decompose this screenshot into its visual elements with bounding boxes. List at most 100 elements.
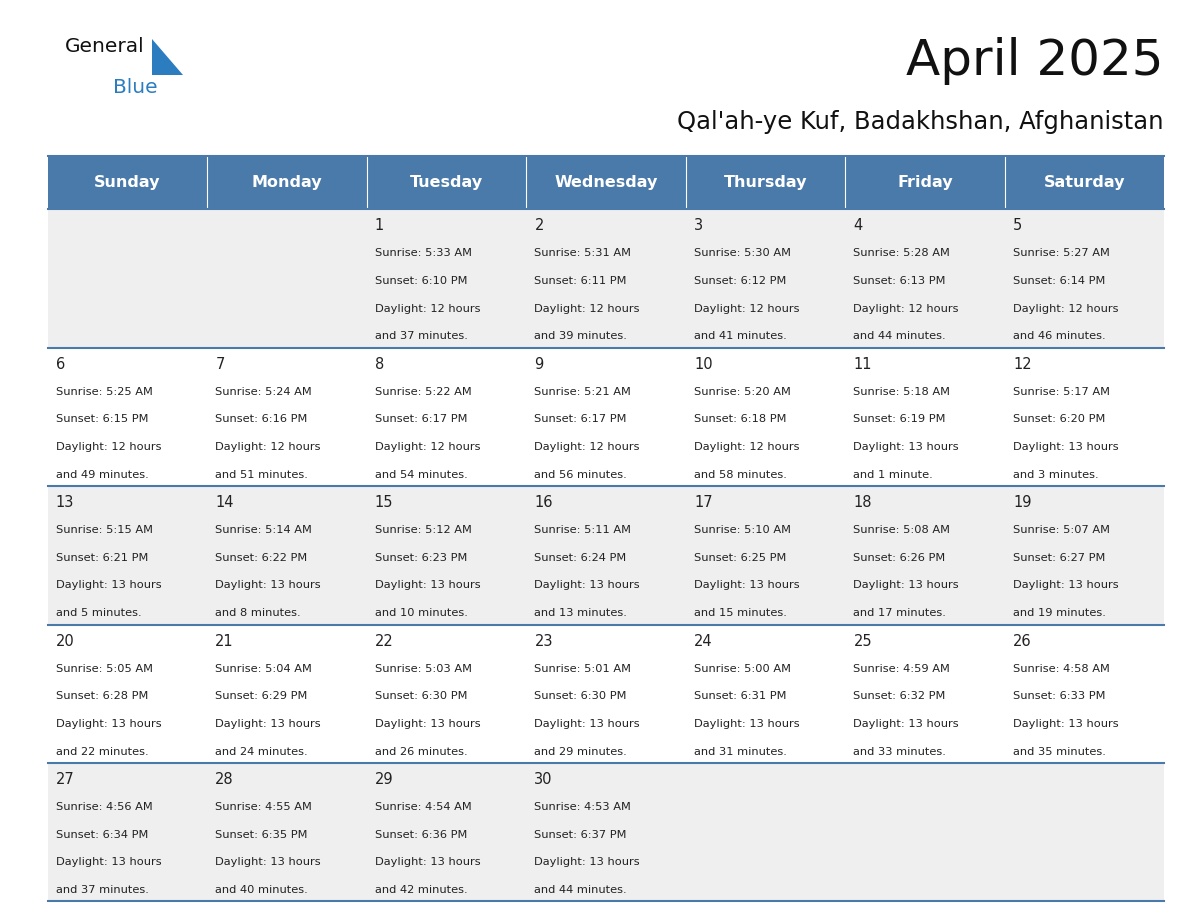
Text: Sunrise: 5:21 AM: Sunrise: 5:21 AM: [535, 386, 631, 397]
Text: Sunset: 6:34 PM: Sunset: 6:34 PM: [56, 830, 148, 840]
Text: Sunset: 6:17 PM: Sunset: 6:17 PM: [375, 414, 467, 424]
Text: Daylight: 12 hours: Daylight: 12 hours: [375, 304, 480, 314]
Text: Sunrise: 5:07 AM: Sunrise: 5:07 AM: [1013, 525, 1110, 535]
Text: Daylight: 13 hours: Daylight: 13 hours: [215, 857, 321, 868]
Text: and 58 minutes.: and 58 minutes.: [694, 470, 786, 480]
FancyBboxPatch shape: [48, 156, 207, 209]
Text: Sunset: 6:36 PM: Sunset: 6:36 PM: [375, 830, 467, 840]
Text: Sunset: 6:10 PM: Sunset: 6:10 PM: [375, 276, 467, 285]
Text: Daylight: 12 hours: Daylight: 12 hours: [375, 442, 480, 452]
Text: Sunset: 6:27 PM: Sunset: 6:27 PM: [1013, 553, 1105, 563]
Text: 29: 29: [375, 772, 393, 788]
Text: and 39 minutes.: and 39 minutes.: [535, 331, 627, 341]
Text: 2: 2: [535, 218, 544, 233]
Text: Sunrise: 5:18 AM: Sunrise: 5:18 AM: [853, 386, 950, 397]
FancyBboxPatch shape: [685, 348, 845, 487]
Text: 26: 26: [1013, 633, 1031, 649]
Text: and 29 minutes.: and 29 minutes.: [535, 746, 627, 756]
Text: and 26 minutes.: and 26 minutes.: [375, 746, 468, 756]
Text: and 35 minutes.: and 35 minutes.: [1013, 746, 1106, 756]
FancyBboxPatch shape: [526, 209, 685, 348]
FancyBboxPatch shape: [207, 487, 367, 624]
Text: Daylight: 12 hours: Daylight: 12 hours: [853, 304, 959, 314]
Text: Sunset: 6:16 PM: Sunset: 6:16 PM: [215, 414, 308, 424]
Text: Sunset: 6:24 PM: Sunset: 6:24 PM: [535, 553, 627, 563]
Text: and 13 minutes.: and 13 minutes.: [535, 609, 627, 618]
Text: Sunset: 6:15 PM: Sunset: 6:15 PM: [56, 414, 148, 424]
Text: 18: 18: [853, 496, 872, 510]
Text: Daylight: 13 hours: Daylight: 13 hours: [694, 719, 800, 729]
Text: Sunrise: 4:55 AM: Sunrise: 4:55 AM: [215, 802, 312, 812]
Text: Sunset: 6:19 PM: Sunset: 6:19 PM: [853, 414, 946, 424]
FancyBboxPatch shape: [367, 763, 526, 901]
Text: and 31 minutes.: and 31 minutes.: [694, 746, 786, 756]
FancyBboxPatch shape: [685, 209, 845, 348]
FancyBboxPatch shape: [48, 487, 207, 624]
Text: Daylight: 13 hours: Daylight: 13 hours: [215, 580, 321, 590]
Text: Sunrise: 5:31 AM: Sunrise: 5:31 AM: [535, 248, 632, 258]
Text: Sunrise: 5:11 AM: Sunrise: 5:11 AM: [535, 525, 632, 535]
FancyBboxPatch shape: [48, 624, 207, 763]
Text: and 15 minutes.: and 15 minutes.: [694, 609, 786, 618]
FancyBboxPatch shape: [685, 763, 845, 901]
Text: Sunset: 6:30 PM: Sunset: 6:30 PM: [375, 691, 467, 701]
Text: Sunrise: 5:33 AM: Sunrise: 5:33 AM: [375, 248, 472, 258]
Text: Sunset: 6:22 PM: Sunset: 6:22 PM: [215, 553, 308, 563]
FancyBboxPatch shape: [207, 348, 367, 487]
Text: Daylight: 13 hours: Daylight: 13 hours: [1013, 580, 1119, 590]
Text: and 54 minutes.: and 54 minutes.: [375, 470, 468, 480]
FancyBboxPatch shape: [526, 763, 685, 901]
FancyBboxPatch shape: [845, 348, 1005, 487]
Text: 1: 1: [375, 218, 384, 233]
FancyBboxPatch shape: [845, 624, 1005, 763]
Text: Friday: Friday: [897, 175, 953, 190]
Text: General: General: [65, 37, 145, 56]
Text: Sunrise: 5:27 AM: Sunrise: 5:27 AM: [1013, 248, 1110, 258]
Text: 7: 7: [215, 357, 225, 372]
Text: and 42 minutes.: and 42 minutes.: [375, 885, 468, 895]
Text: and 44 minutes.: and 44 minutes.: [853, 331, 946, 341]
FancyBboxPatch shape: [48, 209, 207, 348]
FancyBboxPatch shape: [685, 624, 845, 763]
Text: Daylight: 12 hours: Daylight: 12 hours: [215, 442, 321, 452]
Text: and 22 minutes.: and 22 minutes.: [56, 746, 148, 756]
Text: 17: 17: [694, 496, 713, 510]
Text: Sunrise: 5:12 AM: Sunrise: 5:12 AM: [375, 525, 472, 535]
FancyBboxPatch shape: [845, 156, 1005, 209]
Text: Daylight: 13 hours: Daylight: 13 hours: [535, 857, 640, 868]
Text: 8: 8: [375, 357, 384, 372]
FancyBboxPatch shape: [685, 487, 845, 624]
Text: 10: 10: [694, 357, 713, 372]
FancyBboxPatch shape: [367, 348, 526, 487]
FancyBboxPatch shape: [1005, 209, 1164, 348]
Text: Sunset: 6:21 PM: Sunset: 6:21 PM: [56, 553, 148, 563]
FancyBboxPatch shape: [526, 624, 685, 763]
FancyBboxPatch shape: [845, 209, 1005, 348]
Text: Sunrise: 5:22 AM: Sunrise: 5:22 AM: [375, 386, 472, 397]
Text: Daylight: 13 hours: Daylight: 13 hours: [1013, 442, 1119, 452]
Text: and 37 minutes.: and 37 minutes.: [375, 331, 468, 341]
Text: Sunset: 6:31 PM: Sunset: 6:31 PM: [694, 691, 786, 701]
Text: Sunrise: 5:01 AM: Sunrise: 5:01 AM: [535, 664, 632, 674]
Text: Daylight: 13 hours: Daylight: 13 hours: [694, 580, 800, 590]
Text: Daylight: 13 hours: Daylight: 13 hours: [56, 719, 162, 729]
Text: Daylight: 13 hours: Daylight: 13 hours: [1013, 719, 1119, 729]
Text: Sunrise: 5:04 AM: Sunrise: 5:04 AM: [215, 664, 312, 674]
FancyBboxPatch shape: [48, 348, 207, 487]
Text: Sunset: 6:26 PM: Sunset: 6:26 PM: [853, 553, 946, 563]
FancyBboxPatch shape: [526, 156, 685, 209]
Text: Daylight: 13 hours: Daylight: 13 hours: [535, 580, 640, 590]
Text: 22: 22: [375, 633, 393, 649]
FancyBboxPatch shape: [207, 156, 367, 209]
FancyBboxPatch shape: [207, 624, 367, 763]
FancyBboxPatch shape: [1005, 624, 1164, 763]
Text: Daylight: 13 hours: Daylight: 13 hours: [56, 857, 162, 868]
Text: Sunrise: 5:00 AM: Sunrise: 5:00 AM: [694, 664, 791, 674]
Text: Daylight: 13 hours: Daylight: 13 hours: [375, 580, 480, 590]
Text: April 2025: April 2025: [905, 37, 1163, 84]
FancyBboxPatch shape: [845, 763, 1005, 901]
Text: Thursday: Thursday: [723, 175, 807, 190]
Text: Sunset: 6:33 PM: Sunset: 6:33 PM: [1013, 691, 1106, 701]
FancyBboxPatch shape: [207, 209, 367, 348]
Text: Daylight: 13 hours: Daylight: 13 hours: [375, 719, 480, 729]
